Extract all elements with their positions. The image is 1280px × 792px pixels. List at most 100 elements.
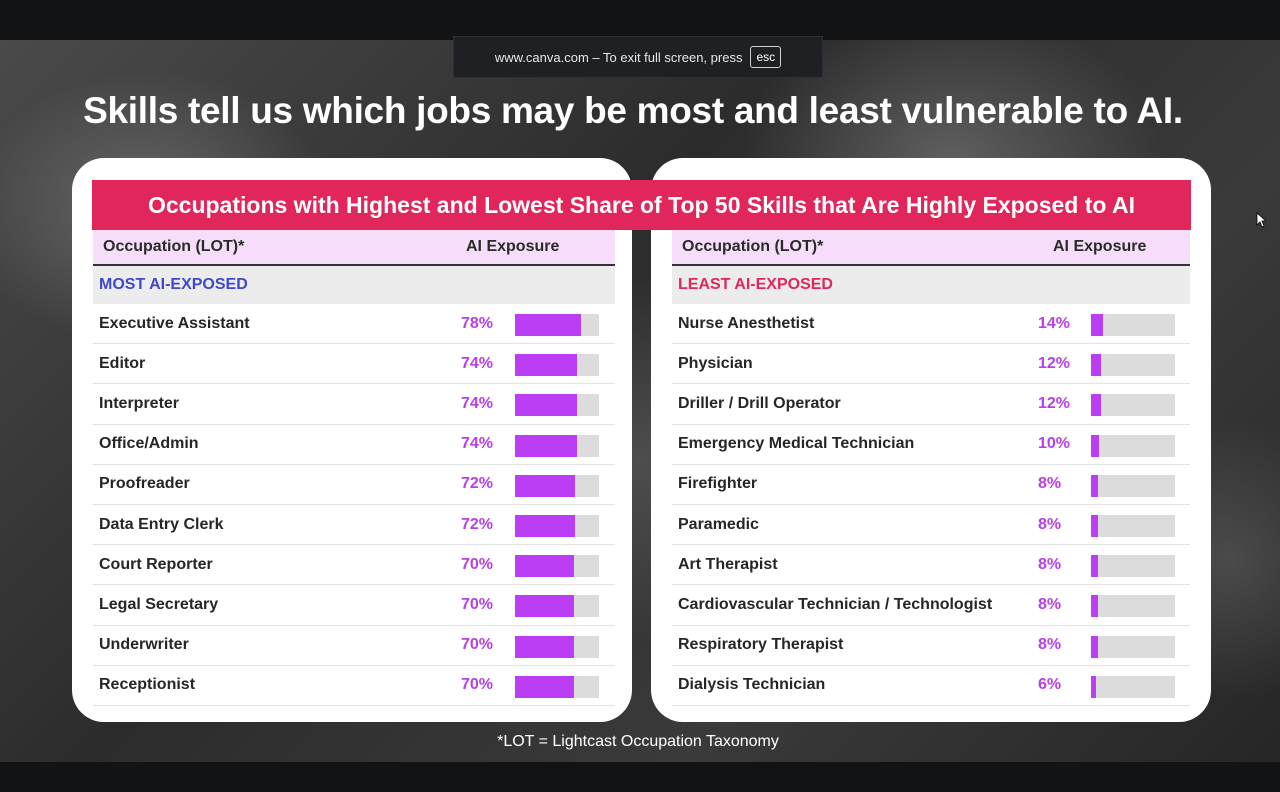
table-row: Driller / Drill Operator 12% — [672, 384, 1190, 425]
exposure-percent: 14% — [1038, 314, 1071, 332]
table-row: Underwriter 70% — [93, 626, 615, 666]
table-row: Firefighter 8% — [672, 465, 1190, 505]
exposure-bar-track — [515, 675, 599, 698]
exposure-bar-fill — [515, 635, 574, 658]
table-rows: Nurse Anesthetist 14% Physician 12% Driller … — [672, 304, 1190, 706]
table-row: Physician 12% — [672, 344, 1190, 385]
occupation-name: Executive Assistant — [99, 314, 250, 332]
occupation-name: Dialysis Technician — [678, 676, 826, 694]
table-row: Dialysis Technician 6% — [672, 666, 1190, 706]
table-row: Art Therapist 8% — [672, 545, 1190, 586]
occupation-name: Respiratory Therapist — [678, 636, 844, 654]
exposure-bar-track — [1091, 354, 1175, 377]
occupation-name: Legal Secretary — [99, 595, 219, 613]
table-row: Nurse Anesthetist 14% — [672, 304, 1190, 345]
exposure-bar-track — [1091, 514, 1175, 537]
exposure-bar-track — [515, 474, 599, 497]
fullscreen-notice-text: www.canva.com – To exit full screen, pre… — [494, 49, 743, 65]
exposure-bar-fill — [515, 675, 574, 698]
table-row: Legal Secretary 70% — [93, 585, 615, 626]
table-header: Occupation (LOT)* AI Exposure — [93, 230, 615, 266]
exposure-bar-track — [515, 354, 599, 377]
exposure-percent: 70% — [461, 636, 494, 654]
exposure-bar-fill — [1091, 555, 1098, 578]
most-exposed-table: Occupation (LOT)* AI Exposure MOST AI-EX… — [93, 230, 615, 706]
table-header: Occupation (LOT)* AI Exposure — [672, 230, 1190, 266]
exposure-bar-track — [515, 394, 599, 417]
exposure-bar-track — [1091, 675, 1175, 698]
occupation-name: Editor — [99, 354, 146, 372]
exposure-bar-fill — [515, 394, 578, 417]
occupation-name: Receptionist — [99, 676, 196, 694]
table-row: Proofreader 72% — [93, 465, 615, 505]
exposure-bar-fill — [515, 434, 578, 457]
occupation-name: Cardiovascular Technician / Technologist — [678, 595, 993, 613]
exposure-percent: 12% — [1038, 394, 1071, 412]
exposure-bar-track — [1091, 434, 1175, 457]
esc-key[interactable]: esc — [750, 46, 782, 68]
exposure-percent: 74% — [461, 394, 494, 412]
chart-title-banner: Occupations with Highest and Lowest Shar… — [92, 180, 1191, 230]
exposure-percent: 8% — [1038, 555, 1062, 573]
occupation-name: Nurse Anesthetist — [678, 314, 815, 332]
mouse-cursor-icon — [1256, 212, 1266, 228]
exposure-bar-track — [1091, 635, 1175, 658]
table-row: Cardiovascular Technician / Technologist… — [672, 585, 1190, 626]
exposure-percent: 72% — [461, 475, 494, 493]
exposure-bar-fill — [1091, 354, 1102, 377]
exposure-bar-track — [515, 514, 599, 537]
occupation-name: Art Therapist — [678, 555, 778, 573]
exposure-percent: 74% — [461, 435, 494, 453]
bottom-letterbox — [0, 762, 1280, 792]
table-row: Interpreter 74% — [93, 384, 615, 425]
exposure-bar-track — [515, 434, 599, 457]
exposure-bar-track — [515, 314, 599, 336]
occupation-name: Physician — [678, 354, 753, 372]
exposure-percent: 8% — [1038, 475, 1062, 493]
section-label: MOST AI-EXPOSED — [93, 266, 615, 304]
exposure-bar-fill — [1091, 514, 1098, 537]
col-occupation-header: Occupation (LOT)* — [103, 238, 245, 255]
exposure-bar-fill — [515, 314, 581, 336]
occupation-name: Emergency Medical Technician — [678, 435, 915, 453]
exposure-bar-fill — [515, 354, 578, 377]
occupation-name: Court Reporter — [99, 555, 213, 573]
exposure-bar-track — [515, 635, 599, 658]
exposure-bar-track — [1091, 474, 1175, 497]
table-row: Editor 74% — [93, 344, 615, 385]
table-row: Respiratory Therapist 8% — [672, 626, 1190, 666]
exposure-bar-fill — [1091, 635, 1098, 658]
exposure-percent: 74% — [461, 354, 494, 372]
exposure-bar-fill — [515, 595, 574, 618]
exposure-bar-track — [1091, 314, 1175, 336]
table-row: Receptionist 70% — [93, 666, 615, 706]
col-exposure-header: AI Exposure — [1053, 238, 1147, 255]
exposure-bar-fill — [1091, 675, 1097, 698]
occupation-name: Paramedic — [678, 515, 759, 533]
exposure-percent: 10% — [1038, 435, 1071, 453]
table-row: Emergency Medical Technician 10% — [672, 425, 1190, 465]
occupation-name: Interpreter — [99, 394, 180, 412]
exposure-percent: 70% — [461, 555, 494, 573]
occupation-name: Driller / Drill Operator — [678, 394, 841, 412]
occupation-name: Firefighter — [678, 475, 758, 493]
exposure-bar-fill — [1091, 394, 1102, 417]
col-occupation-header: Occupation (LOT)* — [682, 238, 824, 255]
exposure-bar-track — [1091, 555, 1175, 578]
table-row: Executive Assistant 78% — [93, 304, 615, 345]
table-rows: Executive Assistant 78% Editor 74% Interpret… — [93, 304, 615, 706]
exposure-bar-fill — [1091, 434, 1100, 457]
table-row: Data Entry Clerk 72% — [93, 505, 615, 546]
exposure-bar-fill — [515, 474, 576, 497]
exposure-percent: 8% — [1038, 515, 1062, 533]
table-row: Paramedic 8% — [672, 505, 1190, 546]
exposure-percent: 12% — [1038, 354, 1071, 372]
exposure-percent: 70% — [461, 595, 494, 613]
table-row: Office/Admin 74% — [93, 425, 615, 465]
exposure-bar-track — [1091, 595, 1175, 618]
exposure-percent: 70% — [461, 676, 494, 694]
exposure-percent: 78% — [461, 314, 494, 332]
exposure-bar-fill — [515, 555, 574, 578]
slide-headline: Skills tell us which jobs may be most an… — [83, 90, 1183, 131]
chart-title: Occupations with Highest and Lowest Shar… — [147, 191, 1135, 218]
